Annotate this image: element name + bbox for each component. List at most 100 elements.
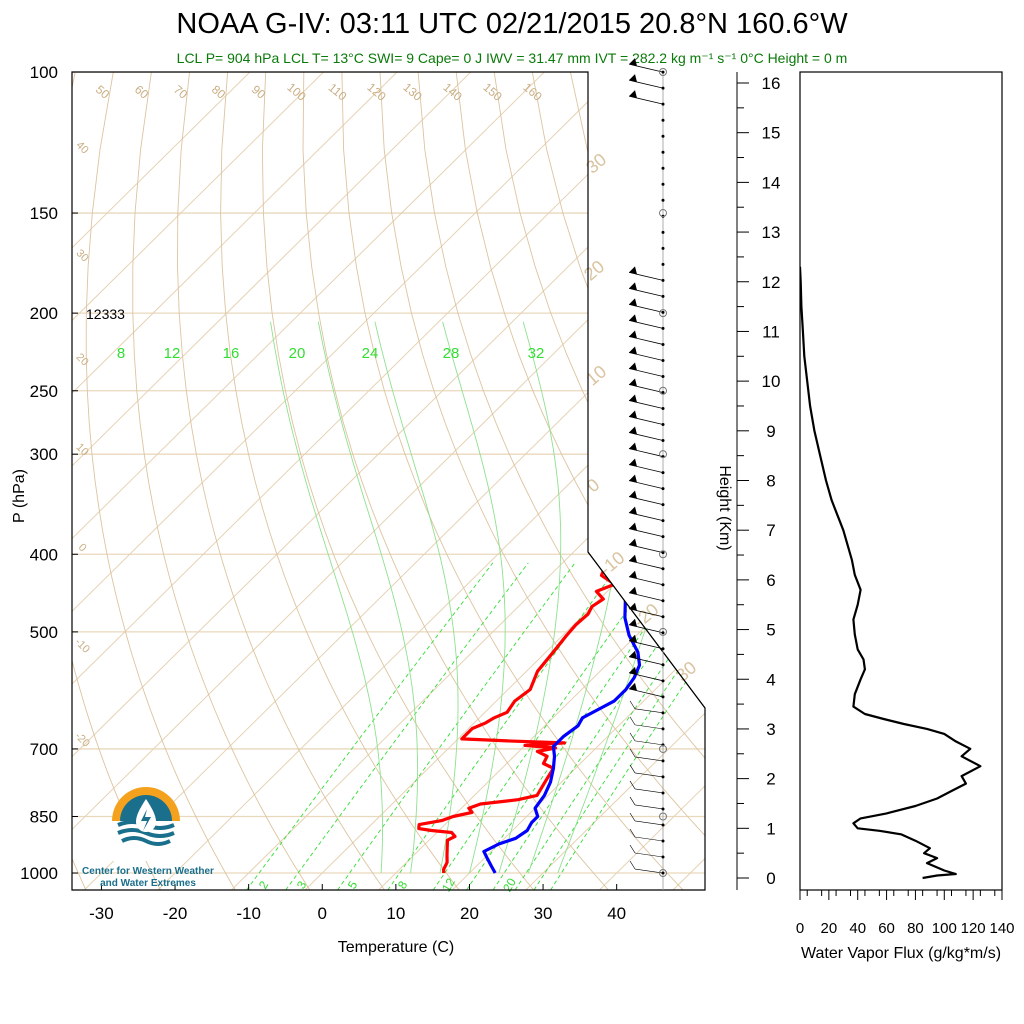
height-annotation: 12333 bbox=[86, 306, 125, 322]
barb-staff bbox=[634, 724, 664, 730]
flux-x-tick-label: 20 bbox=[821, 920, 838, 937]
isotherm-line bbox=[525, 72, 705, 890]
mixing-ratio-label: 12 bbox=[164, 345, 181, 362]
height-tick-label: 6 bbox=[766, 571, 775, 590]
cw3e-logo bbox=[110, 787, 182, 861]
barb-flag bbox=[629, 634, 637, 643]
sounding-lines bbox=[417, 272, 705, 874]
barb-feather bbox=[629, 748, 636, 758]
barb-flag bbox=[629, 682, 637, 691]
y-axis-label: P (hPa) bbox=[11, 469, 28, 523]
barb-staff bbox=[634, 740, 664, 746]
theta-label: 160 bbox=[520, 80, 545, 104]
flux-axes: 0 20 40 60 80 100 120 1400123456789101112131415… bbox=[736, 72, 1015, 937]
barb-flag bbox=[629, 394, 637, 403]
barb-flag bbox=[629, 90, 637, 99]
barb-point bbox=[661, 182, 665, 186]
dry-adiabat bbox=[608, 72, 705, 890]
y-tick-label: 200 bbox=[30, 304, 58, 323]
y-tick-label: 250 bbox=[30, 382, 58, 401]
barb-ring bbox=[659, 744, 667, 753]
barb-feather bbox=[629, 716, 636, 726]
barb-staff bbox=[634, 852, 664, 858]
height-tick-label: 8 bbox=[766, 472, 775, 491]
barb-flag bbox=[629, 666, 637, 675]
flux-line-group bbox=[800, 266, 982, 880]
barb-point bbox=[661, 118, 665, 122]
barb-staff bbox=[634, 708, 664, 714]
flux-x-tick-label: 100 bbox=[932, 920, 957, 937]
mixing-ratio-bottom-label: 12 bbox=[439, 875, 458, 894]
isotherm-label-left: -20 bbox=[72, 730, 92, 750]
skew-t-axes: -30 -20 -10 0 10 20 30 401001502002503004005007… bbox=[20, 63, 626, 923]
y-tick-label: 100 bbox=[30, 63, 58, 82]
dry-adiabat bbox=[455, 72, 705, 890]
mixing-ratio-line bbox=[246, 562, 494, 890]
barb-flag bbox=[629, 442, 637, 451]
mixing-ratio-label: 16 bbox=[223, 345, 240, 362]
theta-label: 150 bbox=[480, 80, 505, 104]
dry-adiabat bbox=[417, 72, 705, 890]
dry-adiabat bbox=[132, 72, 311, 890]
flux-x-axis-label: Water Vapor Flux (g/kg*m/s) bbox=[801, 945, 1001, 962]
isotherm-label-right: 30 bbox=[672, 657, 700, 685]
height-tick-label: 14 bbox=[762, 173, 781, 192]
height-tick-label: 13 bbox=[762, 223, 781, 242]
barb-flag bbox=[629, 330, 637, 339]
dry-adiabat bbox=[799, 72, 1024, 890]
barb-staff bbox=[634, 804, 664, 810]
barb-flag bbox=[629, 490, 637, 499]
height-tick-label: 5 bbox=[766, 621, 775, 640]
isotherm-line bbox=[72, 72, 545, 890]
dry-adiabat bbox=[302, 72, 609, 890]
barb-flag bbox=[629, 474, 637, 483]
isotherm-label-right: 0 bbox=[583, 475, 604, 497]
barb-feather bbox=[629, 812, 636, 822]
barb-feather bbox=[629, 844, 636, 854]
y-tick-label: 1000 bbox=[20, 864, 58, 883]
isotherm-label-left: -10 bbox=[72, 636, 92, 656]
flux-x-tick-label: 60 bbox=[878, 920, 895, 937]
dry-adiabat bbox=[913, 72, 1024, 890]
barb-point bbox=[661, 166, 665, 170]
flux-x-tick-label: 80 bbox=[907, 920, 924, 937]
barb-flag bbox=[629, 458, 637, 467]
theta-label: 70 bbox=[171, 82, 190, 102]
height-tick-label: 15 bbox=[762, 124, 781, 143]
x-tick-label: -10 bbox=[236, 904, 261, 923]
isotherm-line bbox=[157, 72, 705, 890]
height-tick-label: 7 bbox=[766, 521, 775, 540]
height-tick-label: 2 bbox=[766, 770, 775, 789]
barb-feather bbox=[629, 700, 636, 710]
x-tick-label: 30 bbox=[534, 904, 553, 923]
moist-adiabat bbox=[317, 321, 419, 874]
barb-flag bbox=[629, 362, 637, 371]
height-tick-label: 9 bbox=[766, 422, 775, 441]
mixing-ratio-label: 24 bbox=[362, 345, 379, 362]
dry-adiabat bbox=[341, 72, 684, 890]
y-tick-label: 150 bbox=[30, 204, 58, 223]
dry-adiabat bbox=[837, 72, 1024, 890]
barb-flag bbox=[629, 570, 637, 579]
dry-adiabat bbox=[72, 72, 161, 890]
dry-adiabat bbox=[684, 72, 705, 890]
barb-flag bbox=[629, 410, 637, 419]
barb-point bbox=[661, 134, 665, 138]
dry-adiabat bbox=[951, 72, 1024, 890]
barb-ring bbox=[659, 627, 667, 636]
y-tick-label: 850 bbox=[30, 807, 58, 826]
height-tick-label: 1 bbox=[766, 819, 775, 838]
barb-feather bbox=[629, 796, 636, 806]
flux-x-tick-label: 140 bbox=[989, 920, 1014, 937]
isotherm-line bbox=[72, 72, 324, 890]
height-tick-label: 10 bbox=[762, 372, 781, 391]
barb-flag bbox=[629, 618, 637, 627]
mixing-ratio-label: 8 bbox=[117, 345, 125, 362]
barb-flag bbox=[629, 426, 637, 435]
moist-adiabat bbox=[442, 321, 506, 874]
barb-point bbox=[661, 150, 665, 154]
dry-adiabat bbox=[85, 72, 236, 890]
flux-x-tick-label: 120 bbox=[961, 920, 986, 937]
